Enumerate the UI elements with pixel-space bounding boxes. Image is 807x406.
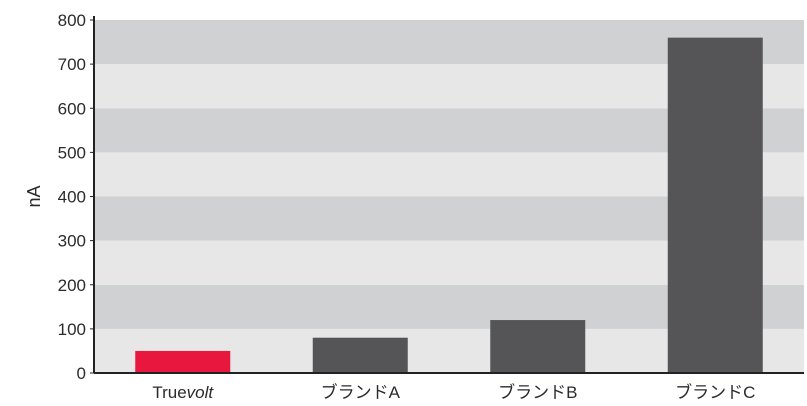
y-tick-label: 500 (58, 143, 86, 162)
y-axis-ticks: 0 100 200 300 400 500 600 700 800 (58, 11, 94, 383)
bar-2 (312, 337, 408, 373)
bar-3 (490, 320, 586, 373)
y-tick-label: 700 (58, 55, 86, 74)
x-category-label: ブランドA (321, 382, 401, 402)
y-tick-label: 0 (77, 364, 86, 383)
x-category-label: ブランドC (675, 382, 755, 402)
y-tick-label: 100 (58, 320, 86, 339)
bar-4 (667, 37, 763, 374)
bar-1 (135, 350, 231, 373)
y-axis-title: nA (24, 185, 44, 207)
y-tick-label: 600 (58, 99, 86, 118)
x-category-label: Truevolt (152, 383, 214, 402)
bars (135, 37, 763, 374)
y-tick-label: 300 (58, 232, 86, 251)
y-tick-label: 200 (58, 276, 86, 295)
y-tick-label: 400 (58, 188, 86, 207)
x-axis-labels: Truevolt ブランドA ブランドB ブランドC (152, 382, 755, 402)
x-category-label: ブランドB (498, 382, 577, 402)
y-tick-label: 800 (58, 11, 86, 30)
